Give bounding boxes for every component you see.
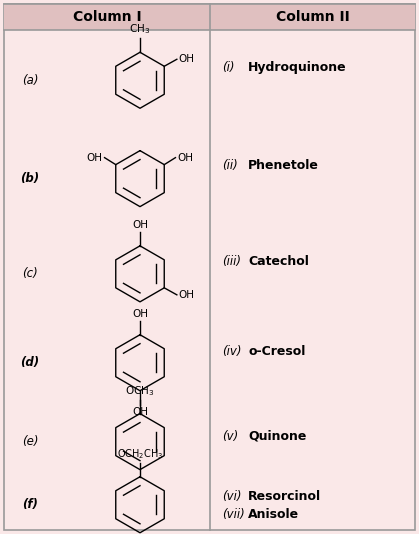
Text: (c): (c) xyxy=(22,268,38,280)
Text: OH: OH xyxy=(132,220,148,230)
Text: OH: OH xyxy=(178,153,194,163)
Text: (e): (e) xyxy=(22,435,38,448)
Text: (ii): (ii) xyxy=(222,159,238,172)
Text: Phenetole: Phenetole xyxy=(248,159,319,172)
Text: (v): (v) xyxy=(222,430,238,443)
Text: (iv): (iv) xyxy=(222,344,241,358)
Text: OCH$_3$: OCH$_3$ xyxy=(125,384,155,398)
Text: (i): (i) xyxy=(222,61,235,74)
Text: (b): (b) xyxy=(21,172,39,185)
Text: (d): (d) xyxy=(21,356,39,369)
Text: (vii): (vii) xyxy=(222,508,245,521)
Text: OH: OH xyxy=(132,309,148,319)
Text: OH: OH xyxy=(179,290,195,300)
Text: OH: OH xyxy=(87,153,103,163)
Text: Column I: Column I xyxy=(72,10,141,24)
Bar xyxy=(210,4,415,30)
Text: Column II: Column II xyxy=(276,10,349,24)
Text: Hydroquinone: Hydroquinone xyxy=(248,61,347,74)
Text: Resorcinol: Resorcinol xyxy=(248,490,321,504)
Text: Quinone: Quinone xyxy=(248,430,306,443)
Text: Catechol: Catechol xyxy=(248,255,309,268)
Text: (iii): (iii) xyxy=(222,255,241,268)
Text: (vi): (vi) xyxy=(222,490,241,504)
Text: Anisole: Anisole xyxy=(248,508,299,521)
Text: (a): (a) xyxy=(22,74,38,87)
Text: OH: OH xyxy=(132,407,148,417)
Bar xyxy=(4,4,210,30)
Text: CH$_3$: CH$_3$ xyxy=(129,22,150,36)
Text: o-Cresol: o-Cresol xyxy=(248,344,305,358)
Text: OCH$_2$CH$_3$: OCH$_2$CH$_3$ xyxy=(117,447,163,461)
Text: OH: OH xyxy=(179,54,195,64)
Text: (f): (f) xyxy=(22,498,38,511)
